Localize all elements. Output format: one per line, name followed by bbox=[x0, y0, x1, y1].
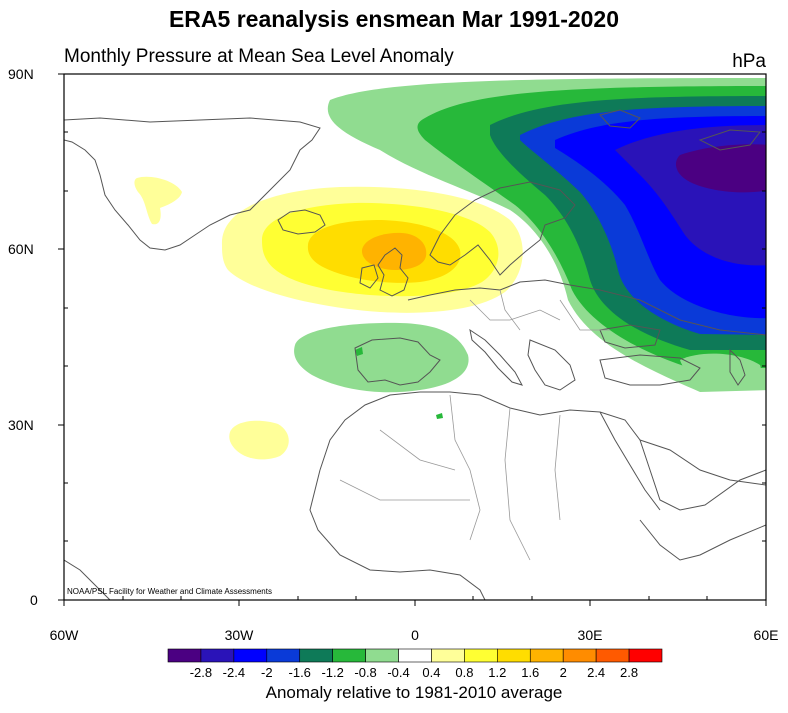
credit-text: NOAA/PSL Facility for Weather and Climat… bbox=[67, 587, 272, 596]
colorbar-tick-label: 1.6 bbox=[521, 665, 539, 680]
contour-pos-1.6 bbox=[361, 232, 427, 270]
y-tick-label-30n: 30N bbox=[8, 417, 34, 433]
colorbar-swatch bbox=[233, 648, 268, 663]
colorbar: -2.8 -2.4 -2 -1.6 -1.2 -0.8 -0.4 0.4 0.8 1.2 1.6 2 2… bbox=[167, 648, 663, 680]
coast-arabia bbox=[639, 439, 766, 486]
colorbar-tick-label: 1.2 bbox=[488, 665, 506, 680]
colorbar-swatch bbox=[365, 648, 399, 663]
colorbar-swatch bbox=[595, 648, 630, 663]
colorbar-swatch bbox=[200, 648, 235, 663]
colorbar-swatch bbox=[562, 648, 597, 663]
colorbar-swatch bbox=[266, 648, 301, 663]
colorbar-tick-label: -2 bbox=[261, 665, 273, 680]
colorbar-swatch bbox=[529, 648, 564, 663]
y-tick-label-0: 0 bbox=[30, 592, 38, 608]
coast-iberia bbox=[354, 337, 441, 386]
coast-svalbard-novaya bbox=[599, 109, 761, 151]
coast-caspian bbox=[729, 348, 746, 386]
colorbar-swatch bbox=[398, 648, 432, 663]
colorbar-swatch bbox=[167, 648, 202, 663]
coast-turkey bbox=[599, 354, 701, 386]
coastlines bbox=[64, 109, 766, 600]
colorbar-caption: Anomaly relative to 1981-2010 average bbox=[265, 683, 563, 702]
colorbar-swatch bbox=[628, 648, 663, 663]
colorbar-tick-label: -1.6 bbox=[289, 665, 311, 680]
y-tick-label-60n: 60N bbox=[8, 241, 34, 257]
coast-iceland bbox=[277, 209, 326, 235]
colorbar-swatch bbox=[431, 648, 465, 663]
colorbar-tick-label: -0.4 bbox=[387, 665, 409, 680]
colorbar-swatch bbox=[464, 648, 498, 663]
coast-horn-africa bbox=[639, 519, 766, 561]
coast-south-america bbox=[64, 559, 111, 600]
x-tick-label-0: 0 bbox=[411, 627, 419, 643]
colorbar-swatch bbox=[332, 648, 366, 663]
colorbar-tick-label: -2.8 bbox=[190, 665, 212, 680]
x-tick-label-60e: 60E bbox=[754, 627, 779, 643]
colorbar-tick-label: 0.4 bbox=[422, 665, 440, 680]
anomaly-fills bbox=[134, 78, 766, 460]
contour-neg-2.8 bbox=[675, 144, 766, 193]
coast-north-africa bbox=[319, 391, 766, 511]
colorbar-tick-label: 2 bbox=[560, 665, 567, 680]
colorbar-tick-label: 2.4 bbox=[587, 665, 605, 680]
coast-greenland bbox=[64, 117, 321, 251]
x-tick-label-30e: 30E bbox=[578, 627, 603, 643]
y-tick-label-90n: 90N bbox=[8, 66, 34, 82]
x-tick-label-30w: 30W bbox=[225, 627, 255, 643]
contour-neg-spot-iberia bbox=[355, 347, 363, 356]
units-label: hPa bbox=[732, 51, 766, 72]
coast-britain bbox=[377, 247, 409, 297]
colorbar-tick-label: -0.8 bbox=[354, 665, 376, 680]
map-title: ERA5 reanalysis ensmean Mar 1991-2020 bbox=[168, 6, 620, 32]
coast-balkans-greece bbox=[527, 339, 576, 391]
x-tick-label-60w: 60W bbox=[50, 627, 80, 643]
colorbar-swatch bbox=[299, 648, 333, 663]
contour-neg-iberia bbox=[294, 322, 469, 393]
colorbar-tick-label: 2.8 bbox=[620, 665, 638, 680]
coast-ireland bbox=[359, 264, 379, 289]
coast-scandinavia bbox=[429, 181, 576, 276]
coast-black-sea bbox=[599, 324, 661, 349]
axis-ticks bbox=[58, 73, 767, 606]
colorbar-tick-label: 0.8 bbox=[455, 665, 473, 680]
map-subtitle: Monthly Pressure at Mean Sea Level Anoma… bbox=[64, 46, 454, 67]
contour-pos-canaries bbox=[229, 420, 289, 460]
contour-neg-spot-algeria bbox=[436, 413, 443, 419]
coast-west-africa bbox=[309, 469, 486, 600]
coast-italy bbox=[469, 328, 524, 386]
coast-europe bbox=[407, 279, 766, 336]
colorbar-tick-label: -2.4 bbox=[223, 665, 245, 680]
country-borders bbox=[339, 289, 610, 561]
contour-pos-greenland bbox=[134, 176, 182, 225]
coast-red-sea bbox=[599, 411, 661, 511]
colorbar-tick-label: -1.2 bbox=[321, 665, 343, 680]
colorbar-swatch bbox=[497, 648, 531, 663]
